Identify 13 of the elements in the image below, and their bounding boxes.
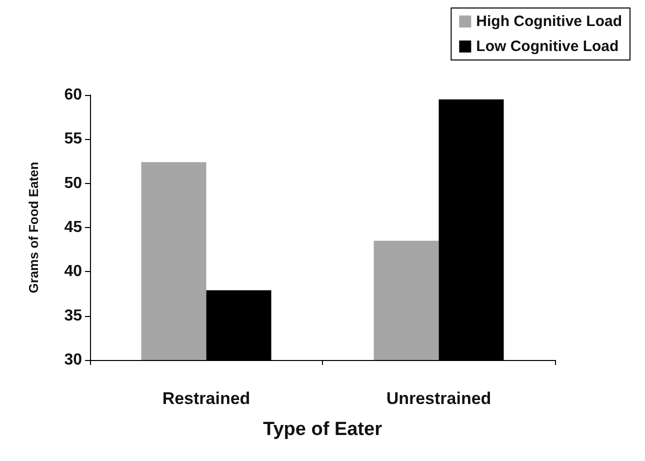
y-tick-label: 45 — [64, 219, 82, 236]
x-tick-label: Restrained — [162, 389, 250, 408]
y-tick-label: 55 — [64, 130, 82, 148]
y-tick-label: 40 — [64, 263, 82, 280]
y-axis-title: Grams of Food Eaten — [26, 162, 41, 294]
y-tick-label: 35 — [64, 307, 82, 324]
legend-label: Low Cognitive Load — [476, 38, 619, 55]
legend-label: High Cognitive Load — [476, 13, 622, 30]
y-tick-label: 60 — [64, 86, 82, 104]
y-tick-label: 50 — [64, 174, 82, 192]
y-tick-label: 30 — [64, 352, 82, 368]
x-tick-label: Unrestrained — [386, 389, 492, 408]
x-axis-title: Type of Eater — [263, 419, 383, 440]
